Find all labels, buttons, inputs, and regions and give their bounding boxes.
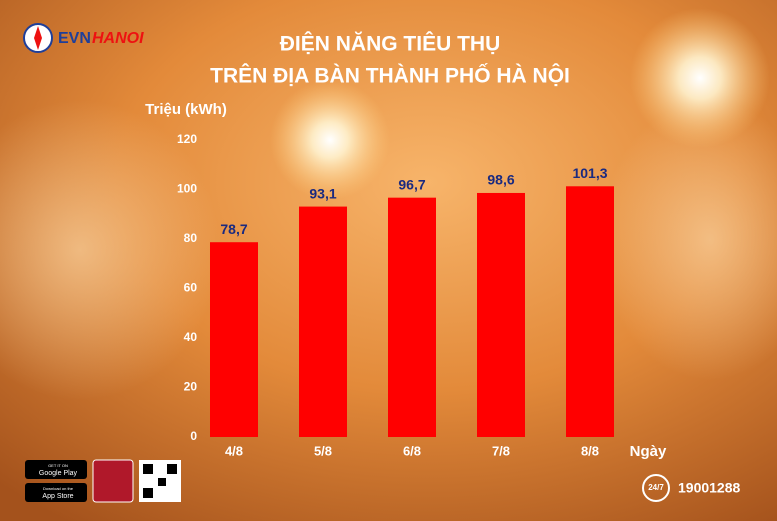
value-label: 101,3 bbox=[572, 165, 607, 181]
value-label: 78,7 bbox=[220, 221, 247, 237]
hotline[interactable]: 19001288 bbox=[678, 480, 741, 496]
chart-title: ĐIỆN NĂNG TIÊU THỤ bbox=[280, 32, 501, 56]
x-tick-label: 5/8 bbox=[314, 443, 332, 458]
google-play-badge[interactable] bbox=[25, 460, 87, 479]
logo-text: HANOI bbox=[92, 30, 144, 47]
x-tick-label: 8/8 bbox=[581, 443, 599, 458]
chart-title: TRÊN ĐỊA BÀN THÀNH PHỐ HÀ NỘI bbox=[210, 64, 570, 88]
app-icon bbox=[92, 459, 134, 503]
hotline-icon bbox=[642, 474, 670, 502]
logo-icon bbox=[34, 26, 42, 50]
y-axis-label: Triệu (kWh) bbox=[145, 101, 227, 118]
y-tick-label: 0 bbox=[190, 429, 197, 443]
x-axis-label: Ngày bbox=[630, 443, 667, 460]
logo: EVN HANOI bbox=[23, 23, 144, 53]
hotline-badge: 24/7 bbox=[648, 483, 664, 492]
x-tick-label: 6/8 bbox=[403, 443, 421, 458]
bar bbox=[566, 186, 614, 437]
cloud bbox=[600, 100, 777, 380]
cloud bbox=[0, 100, 220, 400]
y-tick-label: 80 bbox=[184, 231, 198, 245]
y-tick-label: 20 bbox=[184, 380, 198, 394]
badge-text: Download on the bbox=[43, 486, 74, 491]
value-label: 98,6 bbox=[487, 172, 514, 188]
app-store-badge[interactable] bbox=[25, 483, 87, 502]
bar bbox=[477, 192, 525, 437]
bar bbox=[299, 206, 347, 437]
logo-text: EVN bbox=[58, 30, 91, 47]
qr-code bbox=[143, 464, 153, 474]
y-tick-label: 120 bbox=[177, 132, 197, 146]
sun bbox=[270, 80, 390, 200]
y-tick-label: 60 bbox=[184, 281, 198, 295]
sun bbox=[630, 8, 770, 148]
bar bbox=[210, 242, 258, 437]
badge-text: App Store bbox=[42, 493, 73, 500]
bar bbox=[388, 197, 436, 437]
qr-code bbox=[143, 488, 153, 498]
x-tick-label: 4/8 bbox=[225, 443, 243, 458]
y-tick-label: 40 bbox=[184, 330, 198, 344]
qr-code bbox=[158, 478, 166, 486]
x-tick-label: 7/8 bbox=[492, 443, 510, 458]
qr-code bbox=[167, 464, 177, 474]
badge-text: GET IT ON bbox=[48, 463, 68, 468]
value-label: 93,1 bbox=[309, 185, 336, 201]
app-badges: GET IT ON Google Play Download on the Ap… bbox=[25, 459, 181, 503]
value-label: 96,7 bbox=[398, 176, 425, 192]
badge-text: Google Play bbox=[39, 470, 78, 477]
y-tick-label: 100 bbox=[177, 182, 197, 196]
